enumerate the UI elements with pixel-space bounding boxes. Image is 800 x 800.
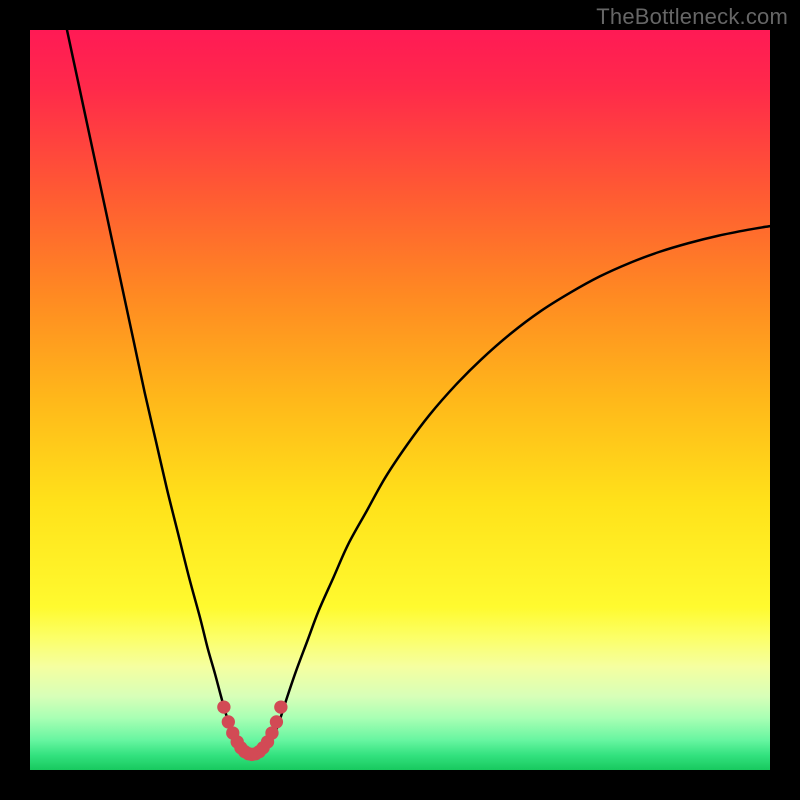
marker-point: [270, 715, 283, 728]
chart-frame: TheBottleneck.com: [0, 0, 800, 800]
marker-point: [217, 700, 230, 713]
watermark-text: TheBottleneck.com: [596, 4, 788, 30]
marker-point: [274, 700, 287, 713]
chart-plot-area: [30, 30, 770, 770]
bottleneck-chart: [0, 0, 800, 800]
